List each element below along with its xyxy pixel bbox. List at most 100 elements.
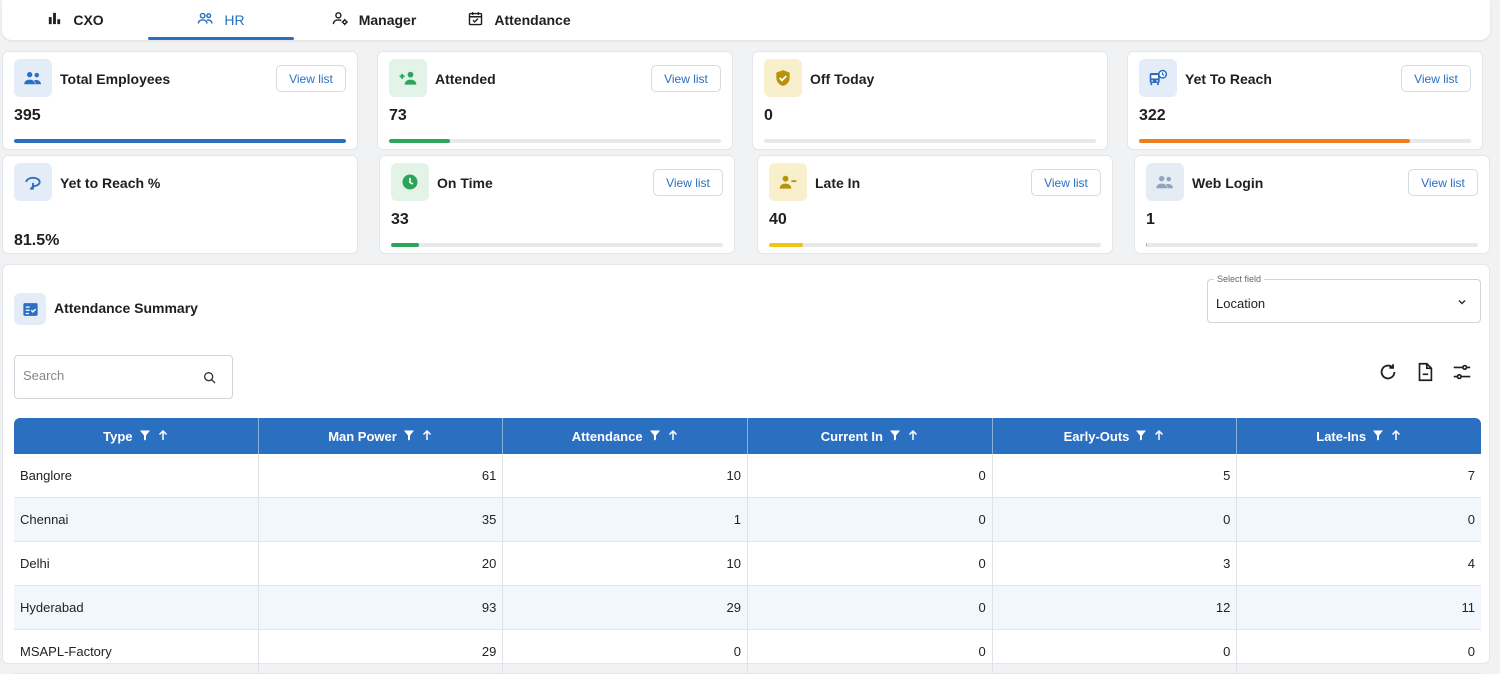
route-icon (14, 163, 52, 201)
progress-bar (764, 139, 1096, 143)
column-label: Type (103, 428, 133, 444)
table-header: Type Man Power Attendance Current In Ear… (14, 418, 1481, 454)
sort-arrow-icon[interactable] (157, 429, 169, 444)
table-row[interactable]: Chennai 35 1 0 0 0 (14, 498, 1481, 542)
table-cell: 5 (993, 454, 1238, 497)
section-title: Attendance Summary (54, 300, 198, 316)
table-row[interactable]: Delhi 20 10 0 3 4 (14, 542, 1481, 586)
table-row[interactable]: Banglore 61 10 0 5 7 (14, 454, 1481, 498)
card-title: Late In (815, 175, 861, 191)
column-label: Attendance (571, 428, 643, 444)
tab-label: CXO (73, 12, 104, 28)
card-on-time: On Time View list 33 (379, 155, 735, 254)
table-cell: 0 (503, 630, 749, 673)
card-title: Total Employees (60, 71, 171, 87)
table-cell: Chennai (14, 498, 259, 541)
progress-bar (769, 243, 1101, 247)
tab-label: Manager (358, 12, 417, 28)
column-header: Early-Outs (993, 418, 1238, 454)
refresh-icon[interactable] (1377, 361, 1399, 383)
card-total-employees: Total Employees View list 395 (2, 51, 358, 150)
table-cell: 10 (503, 454, 749, 497)
filter-icon[interactable] (1372, 429, 1384, 444)
table-cell: 0 (993, 498, 1238, 541)
clock-icon (391, 163, 429, 201)
filter-icon[interactable] (139, 429, 151, 444)
progress-fill (391, 243, 419, 247)
people-icon (1146, 163, 1184, 201)
tab-hr[interactable]: HR (148, 0, 294, 40)
card-title: Attended (435, 71, 496, 87)
progress-bar (389, 139, 721, 143)
filter-icon[interactable] (403, 429, 415, 444)
select-field-dropdown[interactable]: Select field Location (1207, 274, 1481, 323)
table-cell: 7 (1467, 468, 1476, 483)
sort-arrow-icon[interactable] (1390, 429, 1402, 444)
filter-icon[interactable] (1135, 429, 1147, 444)
select-label: Select field (1214, 274, 1265, 284)
table-cell: 0 (748, 630, 993, 673)
progress-fill (1139, 139, 1410, 143)
view-list-button[interactable]: View list (1401, 65, 1471, 92)
card-value: 1 (1146, 211, 1155, 228)
progress-bar (1146, 243, 1478, 247)
view-list-button[interactable]: View list (651, 65, 721, 92)
sort-arrow-icon[interactable] (667, 429, 679, 444)
table-cell: 0 (748, 586, 993, 629)
view-list-button[interactable]: View list (1408, 169, 1478, 196)
card-value: 33 (391, 211, 409, 228)
checklist-icon (14, 293, 46, 325)
tab-cxo[interactable]: CXO (2, 0, 148, 40)
progress-bar (14, 139, 346, 143)
export-file-icon[interactable] (1414, 361, 1436, 383)
table-cell: 0 (748, 498, 993, 541)
sort-arrow-icon[interactable] (1153, 429, 1165, 444)
shield-check-icon (764, 59, 802, 97)
view-list-button[interactable]: View list (276, 65, 346, 92)
tab-attendance[interactable]: Attendance (454, 0, 584, 40)
tab-manager[interactable]: Manager (309, 0, 439, 40)
table-cell: 61 (259, 454, 504, 497)
view-list-button[interactable]: View list (1031, 169, 1101, 196)
table-cell: 0 (1467, 644, 1476, 659)
filter-icon[interactable] (889, 429, 901, 444)
column-label: Current In (820, 428, 883, 444)
card-value: 40 (769, 211, 787, 228)
tab-label: Attendance (494, 12, 571, 28)
tab-label: HR (224, 12, 245, 28)
bar-chart-icon (46, 10, 63, 30)
card-value: 395 (14, 107, 41, 124)
table-cell: 0 (1467, 512, 1476, 527)
filter-icon[interactable] (649, 429, 661, 444)
card-value: 73 (389, 107, 407, 124)
column-label: Late-Ins (1316, 428, 1367, 444)
people-icon (14, 59, 52, 97)
sort-arrow-icon[interactable] (421, 429, 433, 444)
view-list-button[interactable]: View list (653, 169, 723, 196)
card-title: On Time (437, 175, 493, 191)
table-cell: MSAPL-Factory (14, 630, 259, 673)
sort-arrow-icon[interactable] (907, 429, 919, 444)
table-cell: 20 (259, 542, 504, 585)
column-settings-icon[interactable] (1451, 361, 1473, 383)
table-cell: Delhi (14, 542, 259, 585)
column-header: Man Power (259, 418, 504, 454)
column-label: Early-Outs (1063, 428, 1130, 444)
bus-clock-icon (1139, 59, 1177, 97)
column-label: Man Power (328, 428, 397, 444)
table-row[interactable]: MSAPL-Factory 29 0 0 0 0 (14, 630, 1481, 674)
card-yet-to-reach: Yet To Reach View list 322 (1127, 51, 1483, 150)
card-web-login: Web Login View list 1 (1134, 155, 1490, 254)
card-title: Yet To Reach (1185, 71, 1272, 87)
people-icon (197, 10, 214, 30)
table-cell: 35 (259, 498, 504, 541)
search-input[interactable] (23, 368, 193, 383)
person-minus-icon (769, 163, 807, 201)
column-header: Attendance (503, 418, 749, 454)
table-cell: 0 (748, 542, 993, 585)
table-row[interactable]: Hyderabad 93 29 0 12 11 (14, 586, 1481, 630)
progress-fill (1146, 243, 1147, 247)
card-title: Web Login (1192, 175, 1264, 191)
table-cell: 0 (993, 630, 1238, 673)
table-cell: 29 (503, 586, 749, 629)
